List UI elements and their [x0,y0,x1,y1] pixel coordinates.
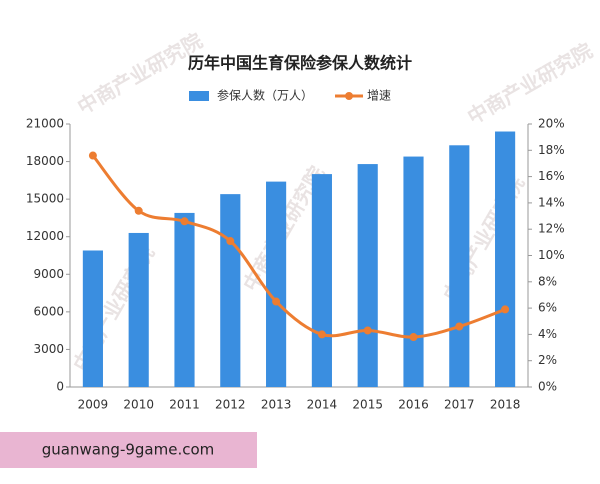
footer-box [0,432,257,468]
y2-tick-label: 10% [538,248,565,262]
y2-tick-label: 16% [538,169,565,183]
x-tick-label: 2010 [123,398,154,412]
line [91,154,506,339]
y2-tick-label: 12% [538,222,565,236]
x-tick-label: 2017 [444,398,475,412]
legend-swatch [189,91,209,101]
y-tick-label: 9000 [33,267,64,281]
bar [174,212,195,387]
y-tick-label: 12000 [26,229,64,243]
bar [403,156,424,387]
bar [495,131,516,387]
y2-tick-label: 6% [538,301,557,315]
line-point [226,237,235,246]
y2-tick-label: 2% [538,353,557,367]
bar [357,164,378,387]
line-point [363,326,372,335]
line-point [88,151,97,160]
legend: 参保人数（万人） 增速 [189,88,391,103]
chart-title: 历年中国生育保险参保人数统计 [188,54,412,73]
line-point [180,217,189,226]
line-point [455,322,464,331]
y2-tick-label: 4% [538,327,557,341]
legend-label: 增速 [367,89,391,103]
x-tick-label: 2009 [78,398,109,412]
x-tick-label: 2013 [261,398,292,412]
y-tick-label: 6000 [33,304,64,318]
bar [449,145,470,387]
y-tick-label: 18000 [26,154,64,168]
line-point [134,206,143,215]
y2-tick-label: 20% [538,117,565,131]
x-tick-label: 2011 [169,398,200,412]
bar [311,174,332,387]
x-tick-label: 2016 [398,398,429,412]
x-tick-label: 2012 [215,398,246,412]
bar [82,250,103,387]
line-point [409,333,418,342]
bar [266,181,287,387]
legend-label: 参保人数（万人） [217,88,313,103]
bar [220,194,241,387]
y2-tick-label: 18% [538,143,565,157]
y-tick-label: 3000 [33,342,64,356]
legend-swatch [345,92,354,100]
line-point [317,330,326,339]
y2-tick-label: 14% [538,195,565,209]
y2-tick-label: 8% [538,274,557,288]
x-tick-label: 2015 [352,398,383,412]
line-point [272,297,281,306]
bar [128,232,149,387]
x-tick-label: 2018 [490,398,521,412]
line-point [501,305,510,314]
y-tick-label: 15000 [26,192,64,206]
x-tick-label: 2014 [307,398,338,412]
y-tick-label: 0 [56,380,64,394]
footer-site: guanwang-9game.com [42,441,215,459]
y-tick-label: 21000 [26,117,64,131]
y2-tick-label: 0% [538,380,557,394]
